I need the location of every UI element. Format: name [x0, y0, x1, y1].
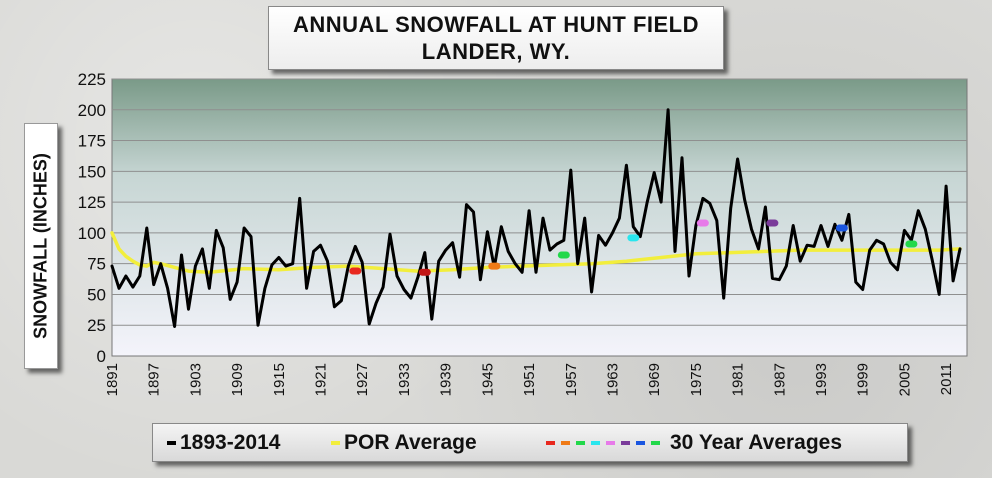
legend: 1893-2014 POR Average 30 Year Averages	[152, 423, 908, 462]
legend-swatch-por	[331, 441, 340, 446]
x-tick-label: 2011	[938, 363, 955, 395]
y-tick-label: 175	[78, 132, 106, 151]
legend-swatch-30yr	[636, 441, 645, 446]
thirty-year-average-marker	[557, 251, 570, 259]
x-tick-label: 1909	[229, 363, 246, 396]
series-line-annual-snowfall	[110, 108, 962, 328]
legend-swatches-30yr	[546, 431, 666, 454]
x-tick-label: 1987	[771, 363, 788, 396]
legend-label-30yr: 30 Year Averages	[670, 431, 843, 454]
x-tick-label: 1957	[563, 363, 580, 396]
chart-title: ANNUAL SNOWFALL AT HUNT FIELD	[293, 12, 699, 37]
legend-swatch-series	[167, 441, 176, 446]
legend-swatch-30yr	[606, 441, 615, 446]
series-layer	[110, 108, 962, 328]
y-axis-label-box: SNOWFALL (INCHES)	[24, 123, 58, 369]
chart-title-box: ANNUAL SNOWFALL AT HUNT FIELD LANDER, WY…	[268, 6, 724, 70]
legend-label-series: 1893-2014	[180, 431, 281, 454]
x-tick-label: 1891	[104, 363, 121, 396]
thirty-year-average-marker	[627, 234, 640, 242]
thirty-year-average-marker	[349, 267, 362, 275]
x-tick-label: 1963	[604, 363, 621, 396]
x-tick-label: 1981	[730, 363, 747, 396]
legend-label-por: POR Average	[344, 431, 477, 454]
x-tick-label: 1975	[688, 363, 705, 396]
y-tick-label: 125	[78, 193, 106, 212]
grid	[112, 78, 967, 326]
x-tick-label: 1933	[396, 363, 413, 396]
plot-area	[111, 78, 968, 357]
y-tick-label: 100	[78, 224, 106, 243]
x-axis-ticks: 1891 1897 1903 1909 1915 1921 1927 1933 1939 1945…	[104, 363, 955, 396]
y-tick-label: 75	[87, 255, 106, 274]
thirty-year-averages	[349, 219, 918, 276]
x-tick-label: 1939	[438, 363, 455, 396]
legend-swatch-30yr	[576, 441, 585, 446]
legend-swatch-30yr	[621, 441, 630, 446]
x-tick-label: 1927	[354, 363, 371, 396]
legend-swatch-30yr	[591, 441, 600, 446]
thirty-year-average-marker	[905, 240, 918, 248]
x-tick-label: 1915	[271, 363, 288, 396]
legend-item-por-average: POR Average	[331, 424, 477, 461]
y-tick-label: 225	[78, 70, 106, 89]
y-tick-label: 200	[78, 101, 106, 120]
x-tick-label: 1945	[479, 363, 496, 396]
y-tick-label: 150	[78, 162, 106, 181]
legend-item-series: 1893-2014	[167, 424, 280, 461]
y-axis-ticks: 0 25 50 75 100 125 150 175 200 225	[78, 70, 106, 366]
legend-swatch-30yr	[651, 441, 660, 446]
x-tick-label: 1951	[521, 363, 538, 396]
thirty-year-average-marker	[835, 224, 848, 232]
x-tick-label: 1999	[855, 363, 872, 396]
x-tick-label: 1921	[313, 363, 330, 396]
y-tick-label: 50	[87, 285, 106, 304]
x-tick-label: 1897	[146, 363, 163, 396]
legend-item-30yr: 30 Year Averages	[546, 424, 842, 461]
thirty-year-average-marker	[418, 268, 431, 276]
thirty-year-average-marker	[696, 219, 709, 227]
y-tick-label: 0	[97, 347, 106, 366]
thirty-year-average-marker	[766, 219, 779, 227]
legend-swatch-30yr	[561, 441, 570, 446]
x-tick-label: 2005	[896, 363, 913, 396]
legend-swatch-30yr	[546, 441, 555, 446]
x-tick-label: 1993	[813, 363, 830, 396]
chart-subtitle: LANDER, WY.	[421, 39, 571, 64]
y-tick-label: 25	[87, 316, 106, 335]
thirty-year-average-marker	[488, 262, 501, 270]
x-tick-label: 1969	[646, 363, 663, 396]
x-tick-label: 1903	[187, 363, 204, 396]
